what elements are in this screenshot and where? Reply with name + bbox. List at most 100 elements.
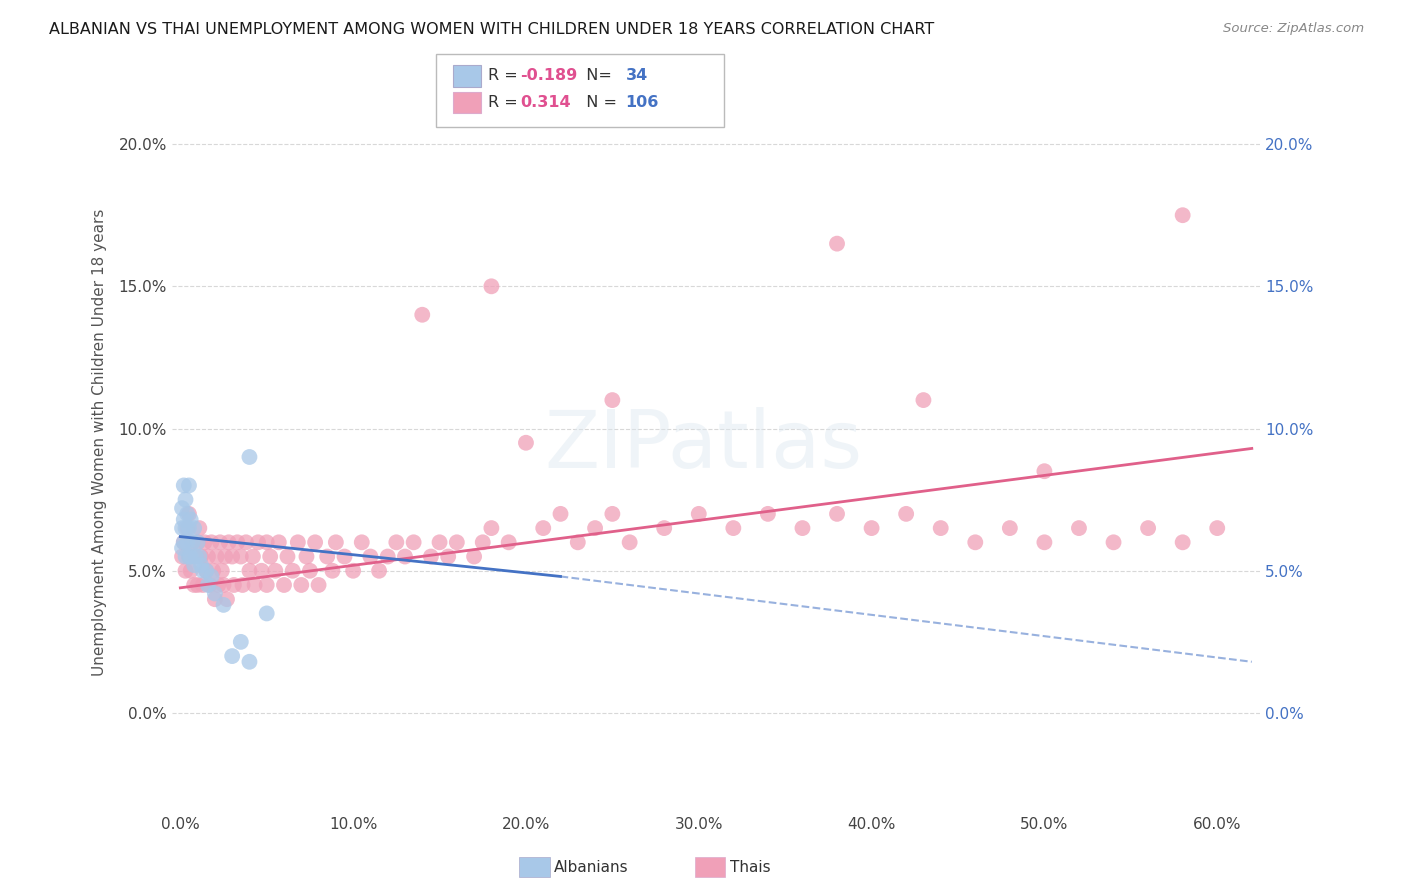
- Point: [188, 549, 211, 564]
- Point: [619, 535, 641, 549]
- Point: [195, 564, 218, 578]
- Point: [190, 549, 212, 564]
- Point: [394, 549, 416, 564]
- Point: [181, 535, 204, 549]
- Point: [1171, 535, 1194, 549]
- Point: [174, 492, 197, 507]
- Point: [894, 507, 917, 521]
- Point: [825, 236, 848, 251]
- Text: Source: ZipAtlas.com: Source: ZipAtlas.com: [1223, 22, 1364, 36]
- Point: [602, 507, 624, 521]
- Point: [290, 578, 312, 592]
- Text: ALBANIAN VS THAI UNEMPLOYMENT AMONG WOMEN WITH CHILDREN UNDER 18 YEARS CORRELATI: ALBANIAN VS THAI UNEMPLOYMENT AMONG WOME…: [49, 22, 935, 37]
- Point: [1067, 521, 1090, 535]
- Point: [325, 535, 347, 549]
- Point: [342, 564, 364, 578]
- Point: [965, 535, 987, 549]
- Point: [250, 564, 273, 578]
- Point: [180, 549, 202, 564]
- Point: [187, 578, 209, 592]
- Point: [281, 564, 304, 578]
- Point: [173, 478, 195, 492]
- Point: [177, 507, 200, 521]
- Point: [298, 564, 321, 578]
- Point: [498, 535, 520, 549]
- Text: R =: R =: [488, 95, 527, 110]
- Point: [174, 564, 197, 578]
- Point: [550, 507, 572, 521]
- Text: 34: 34: [626, 69, 648, 83]
- Point: [184, 549, 207, 564]
- Point: [200, 569, 222, 583]
- Point: [385, 535, 408, 549]
- Point: [273, 578, 295, 592]
- Point: [180, 564, 202, 578]
- Point: [308, 578, 330, 592]
- Point: [174, 549, 197, 564]
- Point: [188, 521, 211, 535]
- Point: [212, 578, 235, 592]
- Point: [170, 549, 193, 564]
- Point: [402, 535, 425, 549]
- Point: [368, 564, 391, 578]
- Text: Thais: Thais: [730, 860, 770, 874]
- Text: ZIPatlas: ZIPatlas: [544, 407, 862, 485]
- Point: [214, 549, 236, 564]
- Y-axis label: Unemployment Among Women with Children Under 18 years: Unemployment Among Women with Children U…: [93, 209, 107, 676]
- Point: [170, 541, 193, 555]
- Point: [267, 535, 290, 549]
- Point: [1033, 464, 1056, 478]
- Point: [247, 535, 270, 549]
- Point: [231, 578, 253, 592]
- Point: [226, 535, 249, 549]
- Point: [173, 535, 195, 549]
- Point: [723, 521, 745, 535]
- Point: [209, 535, 232, 549]
- Point: [1033, 535, 1056, 549]
- Point: [929, 521, 952, 535]
- Point: [238, 450, 260, 464]
- Point: [174, 521, 197, 535]
- Point: [212, 598, 235, 612]
- Point: [229, 549, 252, 564]
- Point: [197, 578, 219, 592]
- Point: [825, 507, 848, 521]
- Point: [437, 549, 460, 564]
- Point: [205, 549, 228, 564]
- Point: [463, 549, 485, 564]
- Point: [183, 558, 205, 572]
- Point: [183, 521, 205, 535]
- Text: -0.189: -0.189: [520, 69, 578, 83]
- Point: [202, 564, 225, 578]
- Point: [173, 535, 195, 549]
- Point: [471, 535, 494, 549]
- Point: [204, 592, 226, 607]
- Point: [198, 578, 221, 592]
- Point: [419, 549, 441, 564]
- Point: [184, 549, 207, 564]
- Point: [316, 549, 339, 564]
- Point: [1171, 208, 1194, 222]
- Point: [190, 558, 212, 572]
- Point: [197, 549, 219, 564]
- Point: [195, 564, 218, 578]
- Point: [181, 535, 204, 549]
- Point: [359, 549, 381, 564]
- Point: [207, 578, 229, 592]
- Point: [193, 535, 215, 549]
- Point: [1206, 521, 1229, 535]
- Point: [652, 521, 675, 535]
- Point: [191, 578, 214, 592]
- Point: [187, 535, 209, 549]
- Point: [479, 279, 502, 293]
- Point: [218, 535, 240, 549]
- Point: [170, 501, 193, 516]
- Text: 106: 106: [626, 95, 659, 110]
- Point: [567, 535, 589, 549]
- Point: [333, 549, 356, 564]
- Point: [264, 564, 287, 578]
- Point: [191, 564, 214, 578]
- Point: [688, 507, 710, 521]
- Point: [187, 535, 209, 549]
- Point: [229, 635, 252, 649]
